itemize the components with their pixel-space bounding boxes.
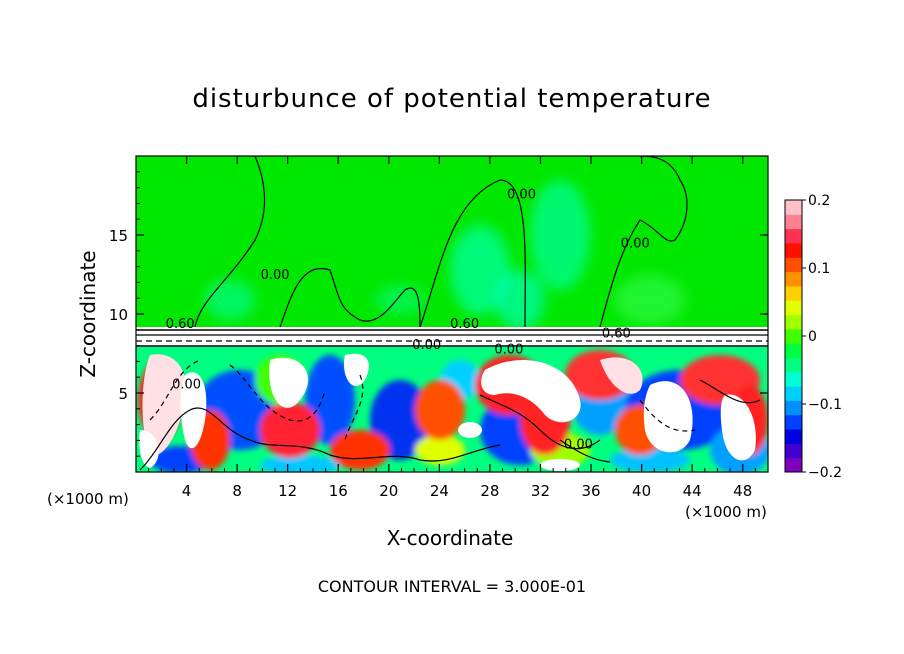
colorbar-swatch [785,271,802,287]
colorbar-swatch [785,371,802,387]
y-axis-ticks: 5 10 15 [109,171,768,457]
colorbar-swatch [785,343,802,358]
x-tick-label: 4 [182,482,192,500]
contour-labels: 0.00 0.00 0.00 0.60 0.60 0.60 0.00 0.00 0.00 0.00 [166,188,650,453]
contour-label: 0.60 [602,327,631,342]
x-axis-label: X-coordinate [386,526,514,550]
x-tick-label: 48 [733,482,752,500]
x-tick-label: 32 [531,482,550,500]
colorbar-swatch [785,214,802,230]
y-tick-label: 15 [109,227,128,245]
x-tick-label: 24 [430,482,449,500]
x-tick-label: 44 [683,482,702,500]
y-tick-label: 10 [109,306,128,324]
x-unit-label-right: (×1000 m) [685,503,767,521]
colorbar-swatch [785,414,802,430]
x-unit-label-left: (×1000 m) [47,490,129,508]
positive-cores [139,353,756,471]
x-tick-label: 40 [632,482,651,500]
colorbar-tick-label: −0.1 [808,397,842,413]
contour-label: 0.60 [450,317,479,332]
colorbar-swatch [785,443,802,459]
colorbar-tick-label: 0.2 [808,193,830,209]
contour-label: 0.00 [172,377,201,392]
colorbar-tick-label: −0.2 [808,465,842,481]
x-tick-label: 16 [329,482,348,500]
colorbar-swatch [785,228,802,244]
contour-interval-note: CONTOUR INTERVAL = 3.000E-01 [317,577,587,596]
colorbar-tick-label: 0 [808,329,817,345]
contour-upper-3 [419,179,526,328]
x-tick-label: 20 [379,482,398,500]
heatmap-field [136,156,768,472]
colorbar-swatch [785,386,802,401]
upper-plumes [205,180,685,330]
x-tick-label: 28 [480,482,499,500]
contour-label: 0.00 [621,237,650,252]
colorbar-swatch [785,285,802,301]
colorbar-tick-label: 0.1 [808,261,830,277]
contour-label: 0.00 [564,437,593,452]
contour-upper-1 [194,156,265,328]
chart-title: disturbunce of potential temperature [192,84,712,114]
colorbar: 0.2 0.1 0 −0.1 −0.2 [784,193,842,481]
x-tick-label: 36 [581,482,600,500]
contour-label: 0.00 [507,188,536,203]
colorbar-swatch [785,257,802,273]
colorbar-swatch [785,328,802,344]
contour-upper-2 [279,267,421,328]
inversion-band [136,327,768,347]
contour-label: 0.00 [412,338,441,353]
x-axis-ticks: 4 8 12 16 20 24 28 32 36 40 44 48 [148,156,756,500]
x-tick-label: 8 [232,482,242,500]
colorbar-swatch [785,242,802,258]
y-tick-label: 5 [118,385,128,403]
colorbar-swatch [785,200,802,215]
colorbar-swatch [785,429,802,444]
contour-lower-1 [139,407,501,471]
colorbar-swatch [785,457,802,473]
contour-upper-4 [599,156,688,328]
contour-label: 0.00 [494,343,523,358]
colorbar-swatch [785,314,802,330]
colorbar-swatch [785,357,802,373]
contour-label: 0.00 [261,268,290,283]
x-tick-label: 12 [278,482,297,500]
contour-lines [136,156,768,471]
colorbar-swatch [785,300,802,316]
contour-label: 0.60 [166,317,195,332]
colorbar-swatch [785,400,802,416]
